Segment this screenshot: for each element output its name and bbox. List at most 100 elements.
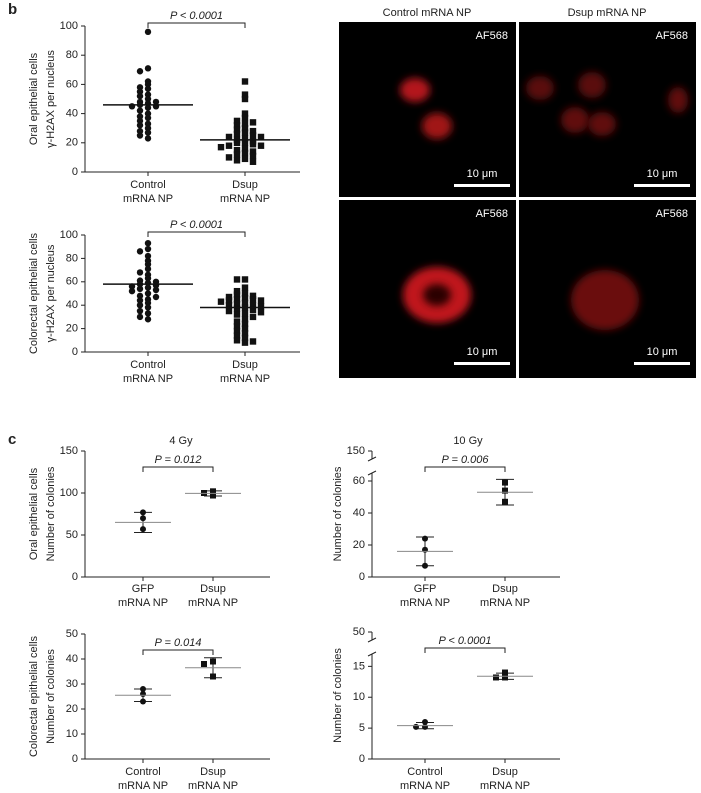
significance-bracket <box>142 649 214 655</box>
column-title: Control mRNA NP <box>383 7 472 19</box>
y-tick-label: 60 <box>66 276 78 288</box>
data-point <box>233 311 241 318</box>
data-point <box>225 293 233 301</box>
data-point <box>144 252 152 260</box>
y-tick-label: 20 <box>66 703 78 715</box>
nucleus <box>400 78 430 102</box>
data-point <box>144 95 152 103</box>
scale-label: 10 μm <box>467 168 498 180</box>
chart-title: 4 Gy <box>169 435 193 447</box>
data-point <box>140 509 146 516</box>
y-tick-label: 5 <box>359 722 365 734</box>
data-point <box>136 107 144 114</box>
y-axis-label: γ-H2AX per nucleus <box>45 50 57 148</box>
data-point <box>217 298 225 305</box>
data-point <box>140 515 146 522</box>
data-point <box>144 290 152 297</box>
column-title: Dsup mRNA NP <box>568 7 647 19</box>
scale-label: 10 μm <box>647 346 678 358</box>
y-tick-label: 0 <box>72 753 78 765</box>
x-tick-label-line: Control <box>125 766 160 778</box>
y-axis-label: Number of colonies <box>332 648 344 743</box>
data-point <box>210 488 216 495</box>
y-tick-label: 60 <box>66 78 78 90</box>
nucleus <box>526 76 554 100</box>
data-point <box>136 88 144 95</box>
data-point <box>233 157 241 164</box>
y-tick-label: 10 <box>66 728 78 740</box>
data-point <box>144 245 152 253</box>
significance-bracket <box>424 466 506 472</box>
data-point <box>233 287 241 295</box>
channel-label: AF568 <box>656 30 688 42</box>
x-tick-label: Control mRNA NP <box>118 766 168 792</box>
data-point <box>241 145 249 152</box>
data-point <box>152 103 160 110</box>
data-point <box>241 78 249 85</box>
y-tick-label: 40 <box>66 299 78 311</box>
y-tick-label: 0 <box>72 346 78 358</box>
x-tick-label-line: mRNA NP <box>123 373 173 385</box>
data-point <box>241 276 249 283</box>
data-point <box>241 95 249 103</box>
data-point <box>136 269 144 276</box>
data-point <box>152 286 160 294</box>
panel-label: b <box>8 1 17 18</box>
data-point <box>225 142 233 149</box>
nucleus <box>578 72 606 98</box>
y-axis-label: Colorectal epithelial cells <box>28 232 40 354</box>
nucleus <box>588 112 616 136</box>
x-tick-label-line: Dsup <box>232 179 258 191</box>
data-point <box>233 117 241 125</box>
y-tick-label: 40 <box>66 108 78 120</box>
scale-bar <box>634 362 690 365</box>
y-tick-label: 80 <box>66 252 78 264</box>
x-tick-label-line: GFP <box>414 583 437 595</box>
axis-break <box>367 637 377 643</box>
data-point <box>144 110 152 117</box>
data-point <box>233 130 241 138</box>
data-point <box>241 129 249 136</box>
data-point <box>225 307 233 315</box>
data-point <box>144 81 152 88</box>
data-point <box>136 132 144 139</box>
data-point <box>257 303 265 310</box>
micrographs: Control mRNA NP Dsup mRNA NP AF568 AF568… <box>339 7 696 378</box>
y-tick-label: 15 <box>353 660 365 672</box>
data-point <box>210 658 216 665</box>
data-point <box>144 120 152 128</box>
data-point <box>136 307 144 315</box>
nucleus <box>422 113 452 139</box>
data-point <box>144 85 152 92</box>
data-point <box>241 290 249 297</box>
data-point <box>257 309 265 316</box>
y-tick-label: 150 <box>347 445 365 457</box>
panel-label: c <box>8 431 16 448</box>
x-tick-label-line: Dsup <box>492 766 518 778</box>
data-point <box>257 133 265 141</box>
x-tick-label-line: mRNA NP <box>188 597 238 609</box>
x-tick-label-line: mRNA NP <box>118 780 168 792</box>
x-tick-label-line: mRNA NP <box>220 373 270 385</box>
data-point <box>249 292 257 300</box>
nucleus <box>561 107 589 133</box>
x-tick-label: Dsup mRNA NP <box>188 583 238 609</box>
axis-break <box>367 651 377 657</box>
data-point <box>233 300 241 308</box>
x-tick-label-line: mRNA NP <box>400 780 450 792</box>
y-axis-label: Oral epithelial cells <box>28 467 40 560</box>
axis-break <box>367 456 377 462</box>
data-point <box>249 338 257 345</box>
data-point <box>249 132 257 139</box>
data-point <box>144 299 152 307</box>
x-tick-label: Dsup mRNA NP <box>480 766 530 792</box>
data-point <box>233 323 241 330</box>
data-point <box>233 146 241 154</box>
x-tick-label-line: mRNA NP <box>220 193 270 205</box>
x-tick-label-line: Dsup <box>200 583 226 595</box>
channel-label: AF568 <box>476 208 508 220</box>
data-point <box>241 139 249 146</box>
data-point <box>233 126 241 133</box>
data-point <box>233 151 241 158</box>
